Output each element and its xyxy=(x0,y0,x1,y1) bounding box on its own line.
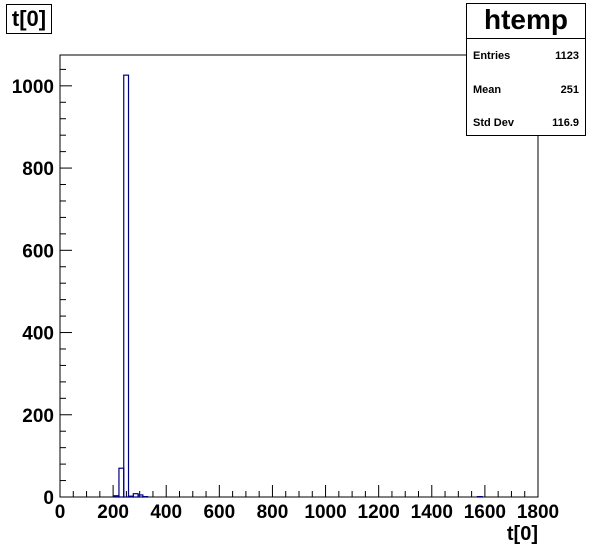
stddev-value: 116.9 xyxy=(552,117,579,129)
x-tick-label: 1600 xyxy=(464,502,506,523)
entries-label: Entries xyxy=(473,50,511,62)
stddev-label: Std Dev xyxy=(473,117,514,129)
x-tick-label: 1000 xyxy=(304,502,346,523)
histogram-bin xyxy=(118,467,125,498)
x-tick-label: 400 xyxy=(150,502,182,523)
mean-label: Mean xyxy=(473,84,502,96)
stats-title: htemp xyxy=(467,4,585,39)
y-tick-label: 1000 xyxy=(12,77,54,98)
chart-title: t[0] xyxy=(11,6,47,31)
histogram-bin xyxy=(137,494,144,498)
stats-box: htemp Entries 1123 Mean 251 Std Dev 116.… xyxy=(466,3,586,136)
y-tick-label: 200 xyxy=(22,406,54,427)
x-tick-label: 1800 xyxy=(517,502,559,523)
y-tick-label: 800 xyxy=(22,159,54,180)
histogram-bin xyxy=(127,495,134,498)
chart-title-box: t[0] xyxy=(6,4,52,34)
y-tick-label: 400 xyxy=(22,324,54,345)
histogram-bin xyxy=(113,495,120,498)
x-tick-label: 800 xyxy=(257,502,289,523)
x-tick-label: 200 xyxy=(97,502,129,523)
mean-value: 251 xyxy=(560,84,579,96)
x-tick-label: 0 xyxy=(55,502,66,523)
y-tick-label: 600 xyxy=(22,241,54,262)
histogram-bin xyxy=(123,74,130,498)
x-tick-label: 600 xyxy=(203,502,235,523)
x-axis-label: t[0] xyxy=(507,523,538,545)
y-tick-label: 0 xyxy=(43,488,54,509)
x-tick-label: 1200 xyxy=(358,502,400,523)
histogram-bin xyxy=(132,493,139,498)
entries-value: 1123 xyxy=(555,50,579,62)
x-tick-label: 1400 xyxy=(411,502,453,523)
